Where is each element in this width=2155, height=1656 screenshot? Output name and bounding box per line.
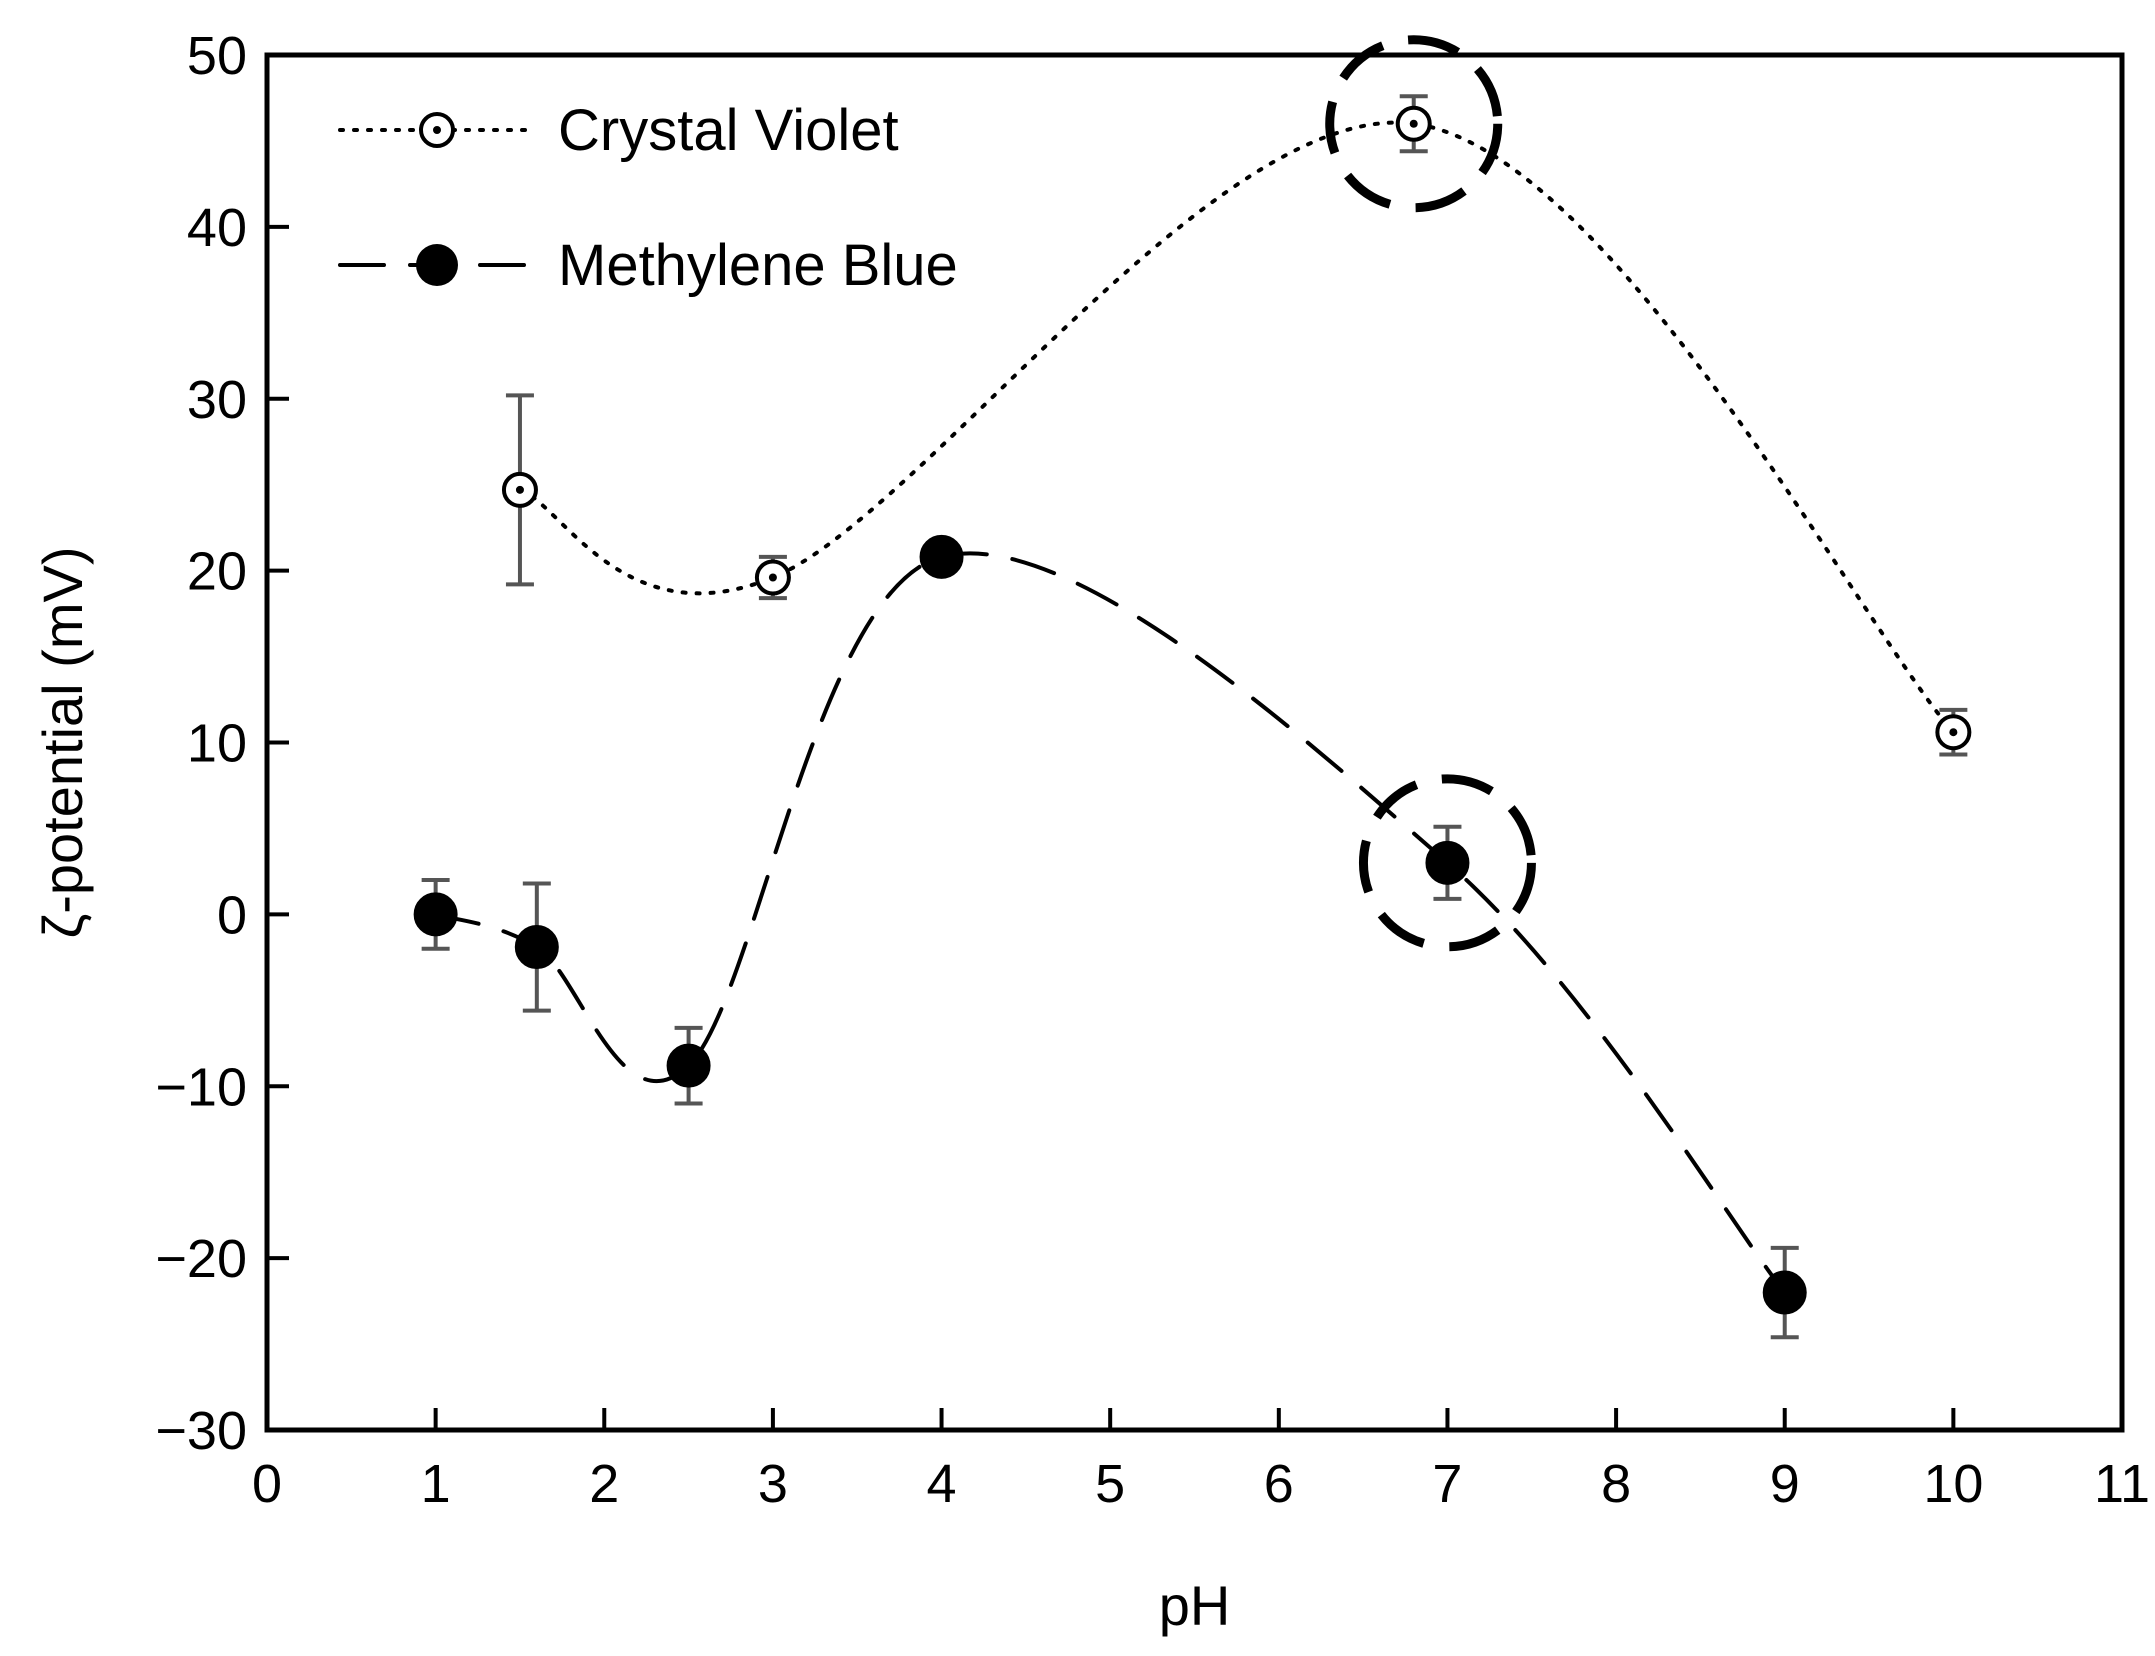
point-crystal-violet-2 bbox=[1395, 105, 1432, 142]
legend: Crystal Violet Methylene Blue bbox=[338, 98, 958, 298]
legend-marker-methylene-blue bbox=[416, 244, 458, 286]
point-methylene-blue-1 bbox=[514, 925, 559, 970]
point-methylene-blue-4 bbox=[1425, 840, 1470, 885]
point-methylene-blue-0 bbox=[413, 892, 458, 937]
y-axis-ticks: −30 −20 −10 0 10 20 30 40 50 bbox=[155, 26, 289, 1461]
plot-area-frame bbox=[264, 52, 2125, 1433]
legend-label-methylene-blue: Methylene Blue bbox=[558, 233, 958, 298]
x-tick-label-6: 6 bbox=[1264, 1454, 1294, 1514]
y-tick-label-3: 0 bbox=[217, 885, 247, 945]
highlight-circles bbox=[1325, 35, 1536, 952]
point-crystal-violet-1 bbox=[754, 559, 791, 596]
y-axis-title: ζ-potential (mV) bbox=[31, 547, 94, 939]
data-markers bbox=[413, 105, 1972, 1315]
x-tick-label-0: 0 bbox=[252, 1454, 282, 1514]
y-tick-label-1: −20 bbox=[155, 1229, 247, 1289]
point-crystal-violet-0 bbox=[501, 471, 538, 508]
series-line-crystal-violet bbox=[517, 120, 1956, 735]
x-axis-title: pH bbox=[1159, 1574, 1231, 1637]
x-tick-label-8: 8 bbox=[1601, 1454, 1631, 1514]
point-crystal-violet-3 bbox=[1935, 714, 1972, 751]
x-tick-label-4: 4 bbox=[927, 1454, 957, 1514]
highlight-circle-1 bbox=[1358, 774, 1536, 952]
x-tick-label-9: 9 bbox=[1770, 1454, 1800, 1514]
y-tick-label-5: 20 bbox=[187, 542, 247, 602]
point-methylene-blue-5 bbox=[1762, 1270, 1807, 1315]
x-tick-label-1: 1 bbox=[421, 1454, 451, 1514]
y-tick-label-6: 30 bbox=[187, 370, 247, 430]
y-tick-label-2: −10 bbox=[155, 1057, 247, 1117]
point-methylene-blue-2 bbox=[666, 1043, 711, 1088]
legend-marker-crystal-violet bbox=[419, 112, 455, 148]
legend-label-crystal-violet: Crystal Violet bbox=[558, 98, 899, 163]
x-tick-label-7: 7 bbox=[1432, 1454, 1462, 1514]
x-tick-label-5: 5 bbox=[1095, 1454, 1125, 1514]
series-curves bbox=[433, 120, 1956, 1295]
y-tick-label-8: 50 bbox=[187, 26, 247, 86]
x-axis-ticks: 0 1 2 3 4 5 6 7 8 9 10 11 bbox=[252, 1408, 2150, 1514]
series-line-methylene-blue bbox=[433, 551, 1787, 1295]
x-tick-label-10: 10 bbox=[1923, 1454, 1983, 1514]
x-tick-label-2: 2 bbox=[589, 1454, 619, 1514]
y-tick-label-4: 10 bbox=[187, 714, 247, 774]
x-tick-label-3: 3 bbox=[758, 1454, 788, 1514]
highlight-circle-0 bbox=[1325, 35, 1503, 213]
y-tick-label-7: 40 bbox=[187, 198, 247, 258]
y-tick-label-0: −30 bbox=[155, 1401, 247, 1461]
x-tick-label-11: 11 bbox=[2094, 1454, 2150, 1514]
point-methylene-blue-3 bbox=[919, 534, 964, 579]
